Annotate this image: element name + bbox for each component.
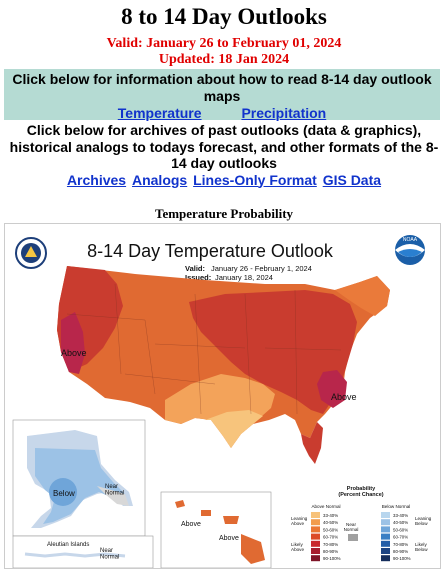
above-range-label-5: 80-90% (323, 549, 338, 554)
map-issued-label: Issued: (185, 273, 211, 282)
below-range-label-1: 40-50% (393, 520, 408, 525)
analogs-link[interactable]: Analogs (131, 171, 188, 188)
info-box: Click below for information about how to… (4, 69, 440, 122)
below-range-label-4: 70-80% (393, 542, 408, 547)
noaa-text: NOAA (403, 237, 418, 243)
precipitation-link[interactable]: Precipitation (241, 105, 327, 121)
valid-dates: Valid: January 26 to February 01, 2024 (106, 36, 342, 51)
above-range-label-1: 40-50% (323, 520, 338, 525)
hawaii-above-label-2: Above (219, 535, 239, 542)
alaska-near-normal-label: Near Normal (105, 484, 124, 497)
info-text: Click below for information about how to… (12, 71, 432, 104)
alaska-below-label: Below (53, 489, 75, 498)
doc-seal-icon (15, 237, 47, 269)
east-above-label: Above (331, 392, 357, 402)
map-title: 8-14 Day Temperature Outlook (87, 241, 334, 261)
below-range-label-5: 80-90% (393, 549, 408, 554)
archives-text: Click below for archives of past outlook… (9, 122, 439, 171)
aleutian-label: Aleutian Islands (47, 542, 89, 548)
above-swatch-5 (311, 548, 320, 554)
aleutian-near-normal-label: Near Normal (100, 548, 119, 561)
above-swatch-2 (311, 526, 320, 533)
below-range-label-6: 90-100% (393, 556, 411, 561)
below-range-label-0: 33-40% (393, 513, 408, 518)
below-swatch-3 (381, 533, 390, 540)
west-above-label: Above (61, 348, 87, 358)
aleutian-islands-map: Aleutian Islands Near Normal (12, 535, 154, 568)
legend-leaning-below: Leaning Below (415, 516, 432, 526)
above-range-label-6: 90-100% (323, 556, 341, 561)
outlook-map-svg: NOAA 8-14 Day Temperature Outlook Valid:… (12, 235, 432, 568)
below-swatch-6 (381, 555, 390, 562)
legend-leaning-above: Leaning Above (291, 516, 308, 526)
above-range-label-4: 70-80% (323, 542, 338, 547)
legend-below-swatches: 33-40% 40-50% 50-60% 60-70% 70-80% 80-90% 90-1… (381, 512, 411, 562)
outlook-map[interactable]: NOAA 8-14 Day Temperature Outlook Valid:… (4, 223, 441, 569)
alaska-map: Below Near Normal (12, 419, 146, 537)
legend-near-label: Near Normal (344, 522, 359, 532)
updated-date: Updated: 18 Jan 2024 (158, 52, 290, 67)
above-range-label-3: 60-70% (323, 535, 338, 540)
hawaii-map: Above Above (160, 491, 272, 568)
section-title: Temperature Probability (154, 206, 294, 221)
temperature-link[interactable]: Temperature (117, 105, 202, 121)
below-swatch-0 (381, 512, 390, 518)
above-range-label-0: 33-40% (323, 513, 338, 518)
hawaii-above-label-1: Above (181, 521, 201, 528)
legend-near-swatch (348, 534, 358, 541)
below-swatch-1 (381, 519, 390, 526)
page-title: 8 to 14 Day Outlooks (121, 4, 327, 29)
below-swatch-2 (381, 526, 390, 533)
above-swatch-4 (311, 540, 320, 547)
noaa-logo-icon: NOAA (395, 235, 425, 265)
legend-likely-below: Likely Below (415, 542, 428, 552)
archives-links: Archives Analogs Lines-Only Format GIS D… (2, 172, 446, 189)
above-range-label-2: 50-60% (323, 527, 338, 532)
above-swatch-3 (311, 533, 320, 540)
map-issued-value: January 18, 2024 (215, 273, 273, 282)
gis-data-link[interactable]: GIS Data (322, 171, 382, 188)
legend-above-swatches: 33-40% 40-50% 50-60% 60-70% 70-80% 80-90% 90-1… (311, 512, 341, 562)
below-range-label-3: 60-70% (393, 535, 408, 540)
legend-below-header: Below Normal (382, 504, 411, 509)
legend-above-header: Above Normal (311, 504, 340, 509)
above-swatch-6 (311, 555, 320, 562)
archives-section: Click below for archives of past outlook… (2, 122, 446, 188)
legend-likely-above: Likely Above (291, 542, 304, 552)
probability-legend: Probability (Percent Chance) Above Normal… (291, 486, 432, 562)
above-swatch-1 (311, 519, 320, 526)
above-swatch-0 (311, 512, 320, 518)
conus-map (57, 266, 390, 464)
lines-only-format-link[interactable]: Lines-Only Format (193, 171, 317, 188)
archives-link[interactable]: Archives (66, 171, 127, 188)
below-range-label-2: 50-60% (393, 527, 408, 532)
info-links: Temperature Precipitation (4, 105, 440, 122)
legend-title: Probability (Percent Chance) (338, 486, 383, 498)
map-valid-value: January 26 - February 1, 2024 (211, 264, 312, 273)
below-swatch-4 (381, 540, 390, 547)
below-swatch-5 (381, 548, 390, 554)
map-valid-label: Valid: (185, 264, 205, 273)
